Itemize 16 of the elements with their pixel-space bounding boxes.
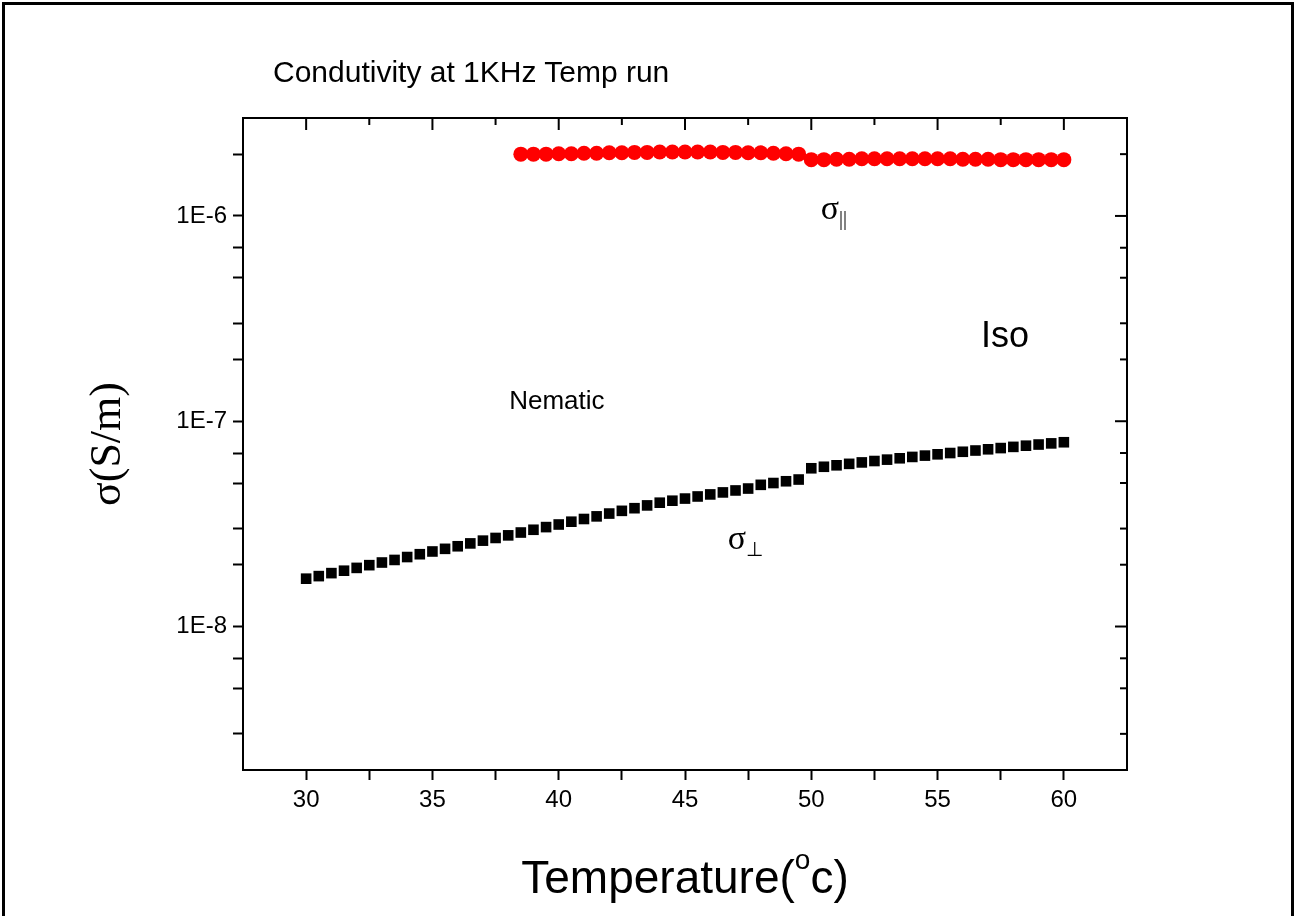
series-label: σ|| [820,188,848,231]
x-tick-label: 50 [797,785,825,813]
x-tick-label: 40 [545,785,573,813]
y-tick-label: 1E-7 [176,405,227,433]
y-tick-label: 1E-6 [176,200,227,228]
y-axis-title: σ(S/m) [80,382,130,506]
series-label: σ⊥ [727,519,764,560]
x-tick-label: 55 [924,785,951,813]
x-tick-label: 35 [419,785,446,813]
y-tick-label: 1E-8 [176,611,227,639]
chart-title: Condutivity at 1KHz Temp run [273,55,670,89]
x-tick-label: 45 [671,785,699,813]
annotation: Iso [981,313,1030,355]
x-tick-label: 60 [1050,785,1078,813]
annotation: Nematic [509,385,605,416]
x-tick-label: 30 [292,785,320,813]
